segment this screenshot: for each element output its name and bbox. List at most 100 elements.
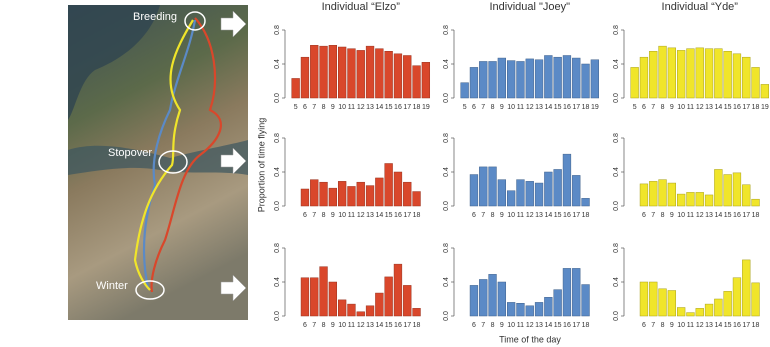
y-tick-label: 0.4	[274, 277, 281, 287]
bar	[300, 56, 310, 99]
x-tick-label: 8	[322, 212, 326, 219]
x-tick-label: 8	[661, 322, 665, 329]
x-tick-label: 16	[394, 104, 402, 111]
y-tick-label: 0.8	[613, 243, 620, 253]
x-tick-label: 6	[472, 212, 476, 219]
x-tick-label: 11	[517, 104, 524, 111]
bar	[488, 166, 497, 207]
bar	[497, 179, 507, 207]
x-tick-label: 9	[670, 104, 674, 111]
x-tick-label: 16	[394, 322, 402, 329]
bar	[506, 302, 516, 317]
route-elzo	[150, 17, 222, 293]
map-label: Winter	[96, 280, 128, 292]
bar	[347, 186, 356, 207]
x-tick-label: 7	[651, 322, 655, 329]
y-tick-label: 0.0	[274, 311, 281, 321]
y-tick-label: 0.8	[613, 25, 620, 35]
x-tick-label: 7	[481, 104, 485, 111]
arrow	[220, 10, 247, 38]
bar	[639, 281, 649, 317]
bar	[742, 184, 751, 207]
sea	[68, 5, 160, 120]
x-tick-label: 6	[303, 322, 307, 329]
bar	[525, 305, 534, 317]
x-tick-label: 9	[500, 212, 504, 219]
x-tick-label: 14	[714, 104, 722, 111]
x-tick-label: 12	[696, 104, 704, 111]
bar	[676, 193, 686, 207]
bar	[686, 48, 695, 99]
map-label: Breeding	[133, 11, 177, 23]
x-tick-label: 18	[413, 104, 421, 111]
bar	[562, 153, 572, 207]
x-tick-label: 14	[375, 322, 383, 329]
bar	[572, 268, 581, 317]
bar	[497, 281, 507, 317]
bar	[393, 53, 403, 99]
bar	[384, 51, 393, 99]
bar	[506, 60, 516, 99]
bar	[581, 63, 590, 99]
bar	[412, 308, 421, 317]
y-tick-label: 0.4	[443, 277, 450, 287]
bar	[460, 82, 469, 99]
x-tick-label: 15	[385, 322, 393, 329]
x-tick-label: 13	[535, 322, 543, 329]
x-tick-label: 7	[481, 322, 485, 329]
x-tick-label: 17	[742, 322, 750, 329]
x-tick-label: 12	[357, 104, 365, 111]
x-tick-label: 11	[687, 212, 694, 219]
bar	[544, 171, 553, 207]
bar	[667, 47, 677, 99]
bar	[544, 297, 553, 317]
bar	[469, 285, 479, 317]
x-tick-label: 8	[322, 322, 326, 329]
x-tick-label: 19	[422, 104, 430, 111]
bar	[667, 182, 677, 207]
bar	[630, 67, 639, 99]
bar	[469, 174, 479, 207]
bar	[590, 59, 600, 99]
chart-title: Individual "Joey"	[489, 1, 570, 13]
bar	[704, 303, 714, 317]
x-tick-label: 8	[661, 212, 665, 219]
x-tick-label: 13	[705, 212, 713, 219]
bar	[328, 187, 338, 207]
x-tick-label: 12	[526, 212, 534, 219]
x-tick-label: 12	[526, 322, 534, 329]
x-tick-label: 6	[642, 322, 646, 329]
x-tick-label: 18	[582, 212, 590, 219]
bar	[658, 45, 667, 99]
y-tick-label: 0.0	[274, 201, 281, 211]
bar	[300, 188, 310, 207]
bar	[581, 198, 590, 207]
y-tick-label: 0.0	[613, 93, 620, 103]
bar	[319, 181, 328, 207]
x-tick-label: 12	[357, 322, 365, 329]
x-tick-label: 13	[705, 104, 713, 111]
bar	[686, 312, 695, 317]
x-tick-label: 12	[357, 212, 365, 219]
bar	[310, 179, 319, 207]
bar	[337, 46, 347, 99]
x-tick-label: 12	[696, 322, 704, 329]
x-tick-label: 16	[733, 322, 741, 329]
site-marker	[184, 11, 206, 31]
bar	[310, 45, 319, 99]
bar	[723, 291, 732, 317]
x-tick-label: 6	[303, 104, 307, 111]
bar	[337, 299, 347, 317]
x-tick-label: 11	[348, 104, 355, 111]
x-tick-label: 9	[500, 322, 504, 329]
x-tick-label: 5	[463, 104, 467, 111]
bar	[356, 181, 365, 207]
chart-title: Individual “Elzo”	[322, 1, 401, 13]
x-tick-label: 5	[633, 104, 637, 111]
x-tick-label: 16	[733, 212, 741, 219]
bar	[347, 48, 356, 99]
bar	[403, 181, 412, 207]
bar	[525, 58, 534, 99]
x-tick-label: 8	[661, 104, 665, 111]
